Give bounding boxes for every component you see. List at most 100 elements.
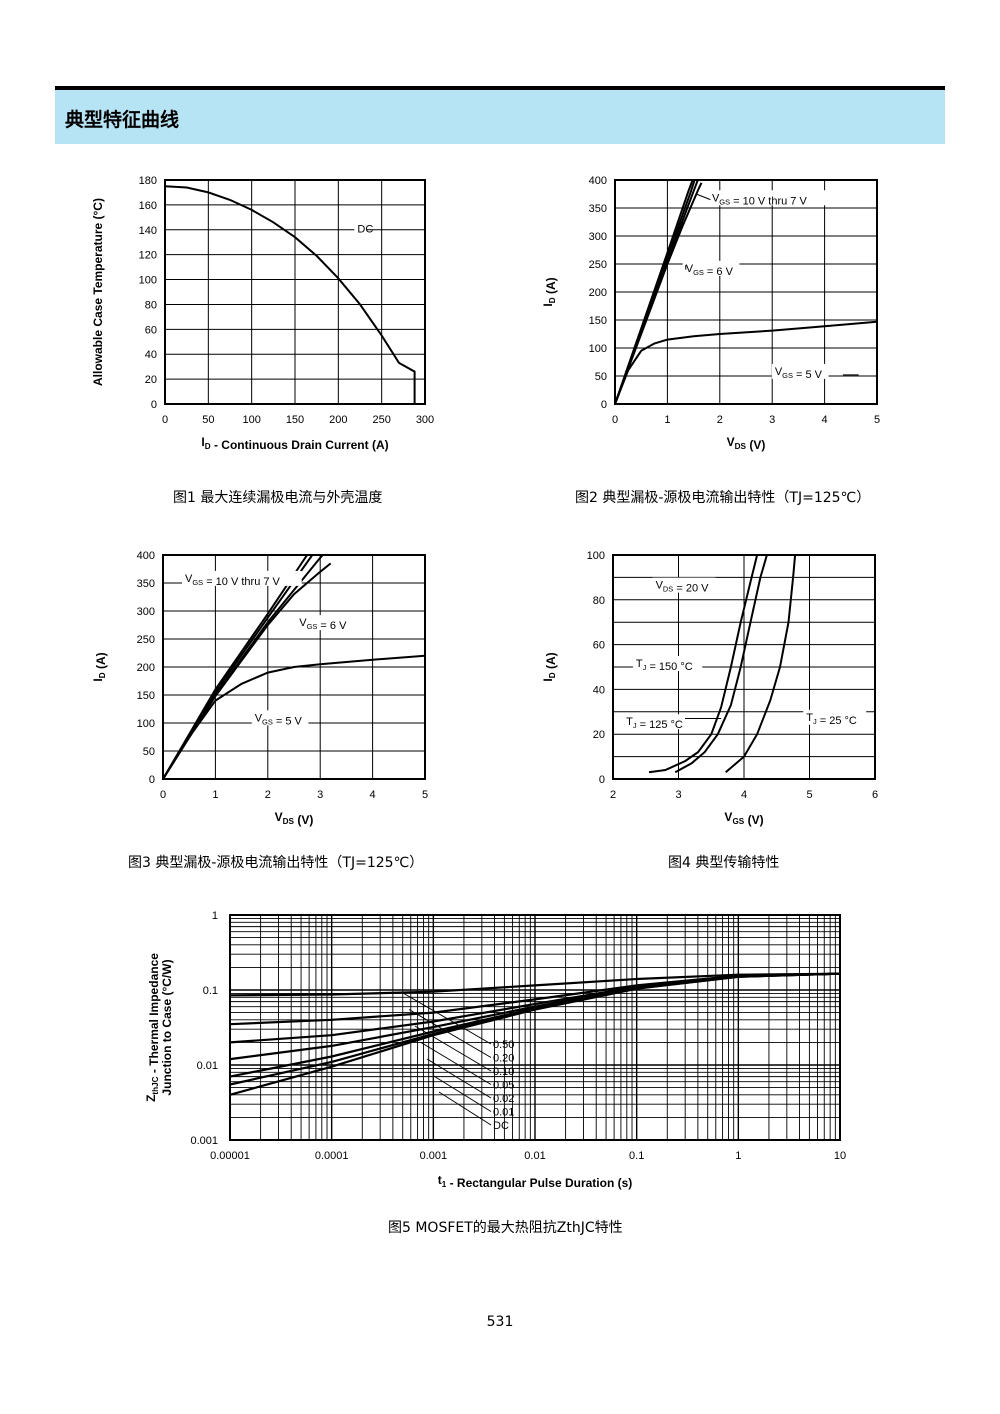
y-tick-label: 200 <box>137 662 155 674</box>
x-axis-label: VGS (V) <box>724 810 763 827</box>
y-tick-label: 250 <box>137 634 155 646</box>
annotation-label: DC <box>357 223 373 235</box>
y-tick-label: 0 <box>601 399 607 411</box>
annotation-bg <box>708 190 829 206</box>
annotation-label: TJ = 25 °C <box>806 712 857 727</box>
y-tick-label: 250 <box>589 259 607 271</box>
y-axis-label: ZthJC - Thermal Impedance <box>144 953 161 1102</box>
legend-label: 0.02 <box>493 1093 514 1105</box>
annotation-label: VGS = 6 V <box>686 263 734 278</box>
annotation-bg <box>652 577 716 593</box>
y-tick-label: 180 <box>139 175 157 187</box>
x-tick-label: 6 <box>872 789 878 801</box>
legend-label: 0.05 <box>493 1080 514 1092</box>
series-line <box>725 555 797 774</box>
x-tick-label: 0.0001 <box>315 1150 349 1162</box>
y-tick-label: 350 <box>137 578 155 590</box>
y-tick-label: 100 <box>139 275 157 287</box>
legend-leader <box>432 1075 492 1112</box>
x-tick-label: 4 <box>741 789 747 801</box>
x-tick-label: 1 <box>735 1150 741 1162</box>
annotation-bg <box>682 260 740 276</box>
y-tick-label: 20 <box>145 374 157 386</box>
x-tick-label: 0 <box>612 414 618 426</box>
caption-fig3: 图3 典型漏极-源极电流输出特性（TJ=125℃） <box>128 855 424 871</box>
legend-leader <box>402 992 492 1045</box>
x-axis-label: t1 - Rectangular Pulse Duration (s) <box>438 1173 633 1190</box>
plot-frame <box>614 179 878 405</box>
legend-leader <box>420 1042 492 1085</box>
x-axis-label: VDS (V) <box>727 435 766 452</box>
x-tick-label: 3 <box>317 789 323 801</box>
x-tick-label: 2 <box>717 414 723 426</box>
y-tick-label: 150 <box>137 690 155 702</box>
x-tick-label: 3 <box>769 414 775 426</box>
annotation-label: VGS = 10 V thru 7 V <box>712 192 808 207</box>
y-tick-label: 0 <box>151 399 157 411</box>
annotation-label: VDS = 20 V <box>656 580 710 595</box>
y-axis-label: ID (A) <box>541 652 558 681</box>
y-tick-label: 0.1 <box>203 985 218 997</box>
x-tick-label: 4 <box>822 414 828 426</box>
series-line <box>648 555 759 774</box>
y-tick-label: 140 <box>139 225 157 237</box>
y-tick-label: 120 <box>139 250 157 262</box>
y-axis-label: ID (A) <box>541 277 558 306</box>
annotation-leader <box>696 193 711 201</box>
y-tick-label: 100 <box>587 550 605 562</box>
y-tick-label: 160 <box>139 200 157 212</box>
y-axis-label: Allowable Case Temperature (°C) <box>91 198 105 386</box>
y-axis-label: Junction to Case (°C/W) <box>160 959 174 1095</box>
x-tick-label: 100 <box>242 414 260 426</box>
series-line <box>615 182 703 404</box>
chart-fig5: 0.00001 0.0001 0.001 0.01 0.1 1 10 0.001 0.01 0.1… <box>144 910 846 1190</box>
legend-label: 0.50 <box>493 1039 514 1051</box>
legend-label: DC <box>493 1120 509 1132</box>
annotation-bg <box>632 656 703 671</box>
x-tick-label: 5 <box>422 789 428 801</box>
series-line <box>163 562 332 779</box>
page-number: 531 <box>486 1314 514 1330</box>
legend-leader <box>414 1025 492 1072</box>
y-tick-label: 50 <box>595 371 607 383</box>
annotation-bg <box>296 615 353 631</box>
x-tick-label: 1 <box>212 789 218 801</box>
x-tick-label: 0.001 <box>420 1150 448 1162</box>
x-tick-label: 250 <box>372 414 390 426</box>
plot-frame <box>162 554 426 780</box>
plot-frame <box>229 914 841 1141</box>
x-tick-label: 0.00001 <box>210 1150 250 1162</box>
x-tick-label: 150 <box>286 414 304 426</box>
y-tick-label: 60 <box>145 324 157 336</box>
x-tick-label: 5 <box>874 414 880 426</box>
legend-label: 0.20 <box>493 1053 514 1065</box>
section-title: 典型特征曲线 <box>65 109 180 131</box>
annotation-label: VGS = 6 V <box>299 617 347 632</box>
legend-leader <box>426 1058 492 1099</box>
y-tick-label: 80 <box>593 595 605 607</box>
x-tick-label: 10 <box>834 1150 846 1162</box>
series-line <box>165 185 416 404</box>
series-line <box>615 320 877 404</box>
y-tick-label: 80 <box>145 299 157 311</box>
caption-fig2: 图2 典型漏极-源极电流输出特性（TJ=125℃） <box>575 490 871 506</box>
y-tick-label: 300 <box>589 231 607 243</box>
section-header: 典型特征曲线 <box>55 90 945 144</box>
y-tick-label: 100 <box>589 343 607 355</box>
annotation-bg <box>623 714 693 730</box>
y-tick-label: 200 <box>589 287 607 299</box>
caption-fig1: 图1 最大连续漏极电流与外壳温度 <box>173 490 383 506</box>
plot-frame <box>164 179 426 405</box>
y-tick-label: 400 <box>589 175 607 187</box>
x-axis-label: ID - Continuous Drain Current (A) <box>201 435 388 452</box>
y-tick-label: 350 <box>589 203 607 215</box>
y-tick-label: 100 <box>137 718 155 730</box>
annotation-label: VGS = 5 V <box>775 366 823 381</box>
y-axis-label: ID (A) <box>91 652 108 681</box>
annotation-bg <box>354 221 367 237</box>
series-line <box>163 654 425 779</box>
annotation-bg <box>803 709 867 725</box>
x-tick-label: 1 <box>664 414 670 426</box>
